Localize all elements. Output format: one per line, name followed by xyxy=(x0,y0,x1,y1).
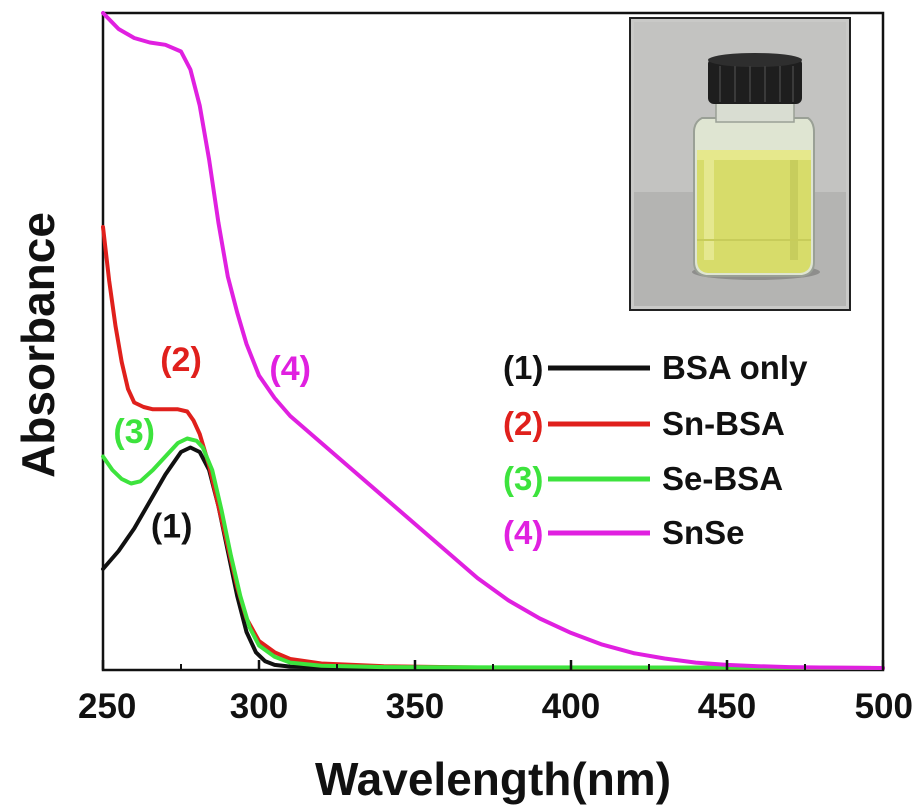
legend-label: SnSe xyxy=(662,514,745,551)
x-tick-label: 250 xyxy=(78,687,136,726)
x-tick-label: 300 xyxy=(230,687,288,726)
x-tick-label: 350 xyxy=(386,687,444,726)
legend-label: Sn-BSA xyxy=(662,405,785,442)
series-curves xyxy=(101,11,885,670)
series-line-4 xyxy=(101,11,885,670)
y-axis-title: Absorbance xyxy=(12,212,64,478)
x-tick-label: 450 xyxy=(698,687,756,726)
legend-id-label: (1) xyxy=(503,349,543,386)
legend-id-label: (2) xyxy=(503,405,543,442)
curve-label: (4) xyxy=(269,350,311,388)
x-axis-ticks: 250 300 350 400 450 500 xyxy=(78,660,913,726)
legend-id-label: (3) xyxy=(503,460,543,497)
legend-id-label: (4) xyxy=(503,514,543,551)
curve-label: (2) xyxy=(160,341,202,379)
series-line-2 xyxy=(101,225,885,670)
legend-label: BSA only xyxy=(662,349,808,386)
curve-label: (1) xyxy=(151,508,193,546)
curve-label: (3) xyxy=(113,413,155,451)
series-line-3 xyxy=(101,436,885,670)
x-tick-label: 500 xyxy=(855,687,913,726)
curve-labels: (1) (2)(3) (4) xyxy=(113,341,311,546)
vial-photo-icon xyxy=(629,17,851,311)
legend-label: Se-BSA xyxy=(662,460,783,497)
x-tick-label: 400 xyxy=(542,687,600,726)
x-axis-title: Wavelength(nm) xyxy=(315,753,671,805)
legend: (1) BSA only (2) Sn-BSA (3) Se-BSA (4) SnSe xyxy=(503,349,808,551)
